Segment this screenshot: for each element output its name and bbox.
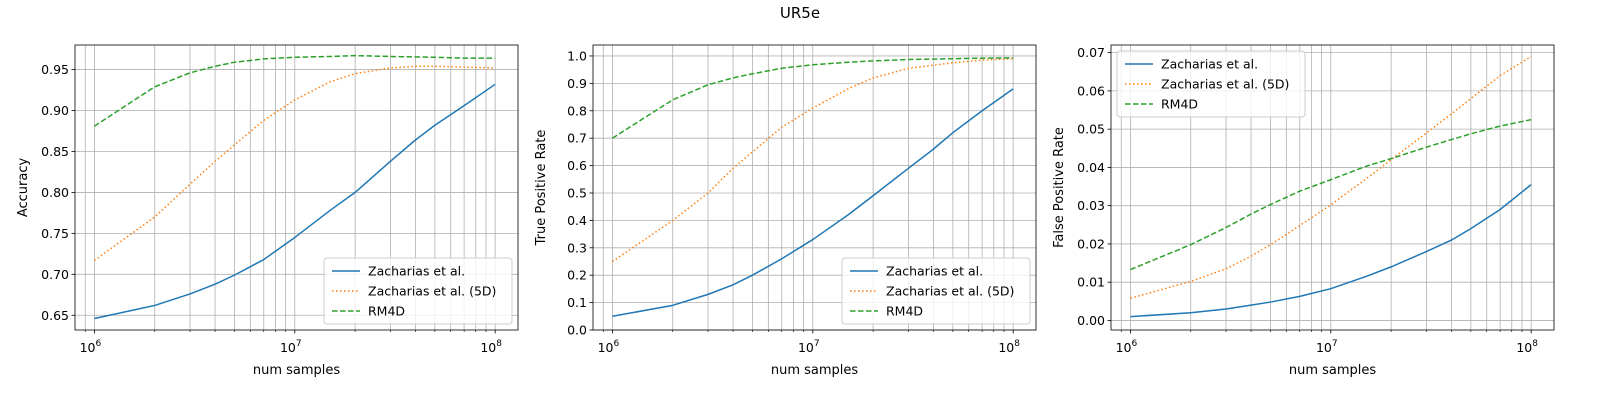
y-tick-label: 0.1 <box>567 295 587 310</box>
legend-frame <box>1116 50 1306 118</box>
y-tick-label: 0.06 <box>1077 83 1105 98</box>
x-tick-base: 10 <box>998 340 1014 355</box>
x-tick-base: 10 <box>480 340 496 355</box>
y-tick-label: 0.65 <box>41 308 69 323</box>
legend-label: Zacharias et al. (5D) <box>886 284 1014 299</box>
legend: Zacharias et al. Zacharias et al. (5D) RM4… <box>1116 50 1306 118</box>
y-tick-label: 0.3 <box>567 240 587 255</box>
legend-label: Zacharias et al. <box>886 264 983 279</box>
x-tick-label: 108 <box>998 339 1020 355</box>
x-tick-base: 10 <box>798 340 814 355</box>
x-tick-base: 10 <box>598 340 614 355</box>
series-line-1 <box>612 88 1014 318</box>
x-tick-label: 106 <box>598 339 620 355</box>
x-tick-exponent: 6 <box>1132 339 1138 349</box>
series-line-2 <box>611 57 1014 263</box>
series-line-1 <box>94 83 496 320</box>
x-tick-exponent: 6 <box>614 339 620 349</box>
figure-title: UR5e <box>779 4 821 22</box>
legend-frame <box>841 257 1031 325</box>
legend-label: Zacharias et al. <box>368 264 465 279</box>
y-tick-label: 0.80 <box>41 185 69 200</box>
series-line-3 <box>612 57 1014 139</box>
x-axis-label: num samples <box>1289 363 1377 378</box>
x-tick-exponent: 7 <box>1332 339 1338 349</box>
y-tick-label: 0.95 <box>41 62 69 77</box>
y-tick-label: 0.05 <box>1077 122 1105 137</box>
x-tick-base: 10 <box>80 340 96 355</box>
legend-label: Zacharias et al. (5D) <box>368 284 496 299</box>
y-tick-label: 0.7 <box>567 131 587 146</box>
y-tick-label: 0.6 <box>567 158 587 173</box>
x-axis-label: num samples <box>253 363 341 378</box>
y-tick-label: 0.90 <box>41 103 69 118</box>
x-tick-label: 106 <box>80 339 102 355</box>
y-tick-label: 0.00 <box>1077 313 1105 328</box>
x-tick-base: 10 <box>1316 340 1332 355</box>
legend-frame <box>323 257 513 325</box>
x-tick-label: 107 <box>798 339 820 355</box>
x-tick-exponent: 8 <box>496 339 502 349</box>
axes-frame <box>592 44 1037 331</box>
x-tick-base: 10 <box>1116 340 1132 355</box>
y-tick-label: 0.70 <box>41 267 69 282</box>
y-tick-label: 0.4 <box>567 213 587 228</box>
legend: Zacharias et al. Zacharias et al. (5D) RM4… <box>323 257 513 325</box>
x-tick-label: 108 <box>480 339 502 355</box>
x-tick-exponent: 7 <box>296 339 302 349</box>
y-tick-label: 0.2 <box>567 268 587 283</box>
y-tick-label: 0.0 <box>567 323 587 338</box>
y-tick-label: 0.9 <box>567 76 587 91</box>
x-tick-exponent: 8 <box>1532 339 1538 349</box>
axes-frame <box>74 44 519 331</box>
y-tick-label: 1.0 <box>567 48 587 63</box>
series-line-3 <box>94 54 496 127</box>
y-tick-label: 0.03 <box>1077 198 1105 213</box>
series-line-2 <box>93 65 496 261</box>
y-axis-label: True Positive Rate <box>534 130 549 247</box>
y-tick-label: 0.85 <box>41 144 69 159</box>
legend: Zacharias et al. Zacharias et al. (5D) RM4… <box>841 257 1031 325</box>
y-tick-label: 0.5 <box>567 185 587 200</box>
y-tick-label: 0.02 <box>1077 236 1105 251</box>
y-tick-label: 0.75 <box>41 226 69 241</box>
legend-label: RM4D <box>886 304 923 319</box>
x-tick-label: 106 <box>1116 339 1138 355</box>
y-tick-label: 0.01 <box>1077 275 1105 290</box>
x-tick-label: 107 <box>280 339 302 355</box>
x-axis-label: num samples <box>771 363 859 378</box>
series-line-2 <box>1130 55 1532 299</box>
y-tick-label: 0.04 <box>1077 160 1105 175</box>
axes-frame <box>1110 44 1555 331</box>
legend-label: Zacharias et al. (5D) <box>1161 77 1289 92</box>
legend-label: RM4D <box>368 304 405 319</box>
legend-label: RM4D <box>1161 97 1198 112</box>
x-tick-label: 107 <box>1316 339 1338 355</box>
x-tick-exponent: 8 <box>1014 339 1020 349</box>
x-tick-exponent: 7 <box>814 339 820 349</box>
x-tick-base: 10 <box>280 340 296 355</box>
legend-label: Zacharias et al. <box>1161 57 1258 72</box>
y-tick-label: 0.8 <box>567 103 587 118</box>
x-tick-base: 10 <box>1516 340 1532 355</box>
y-axis-label: Accuracy <box>16 158 31 218</box>
series-line-1 <box>1130 184 1532 318</box>
y-tick-label: 0.07 <box>1077 45 1105 60</box>
x-tick-exponent: 6 <box>96 339 102 349</box>
series-line-3 <box>1130 118 1532 271</box>
y-axis-label: False Positive Rate <box>1052 127 1067 248</box>
x-tick-label: 108 <box>1516 339 1538 355</box>
